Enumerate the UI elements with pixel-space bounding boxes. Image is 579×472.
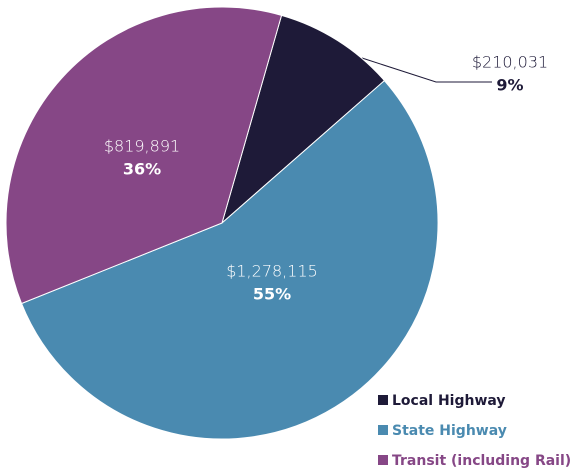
pie-slice — [20, 79, 439, 440]
percent-label: 55% — [253, 285, 291, 304]
pie-slice — [221, 14, 386, 225]
value-label: $210,031 — [472, 53, 548, 72]
legend-swatch — [378, 395, 388, 405]
legend-swatch — [378, 455, 388, 465]
percent-label: 9% — [496, 76, 523, 95]
pie-slice — [5, 6, 283, 305]
percent-label: 36% — [123, 160, 161, 179]
value-label: $1,278,115 — [226, 262, 318, 281]
value-label: $819,891 — [104, 137, 180, 156]
legend-label: Local Highway — [392, 393, 506, 409]
legend-label: Transit (including Rail) — [392, 453, 571, 469]
legend-swatch — [378, 425, 388, 435]
leader-line — [361, 57, 492, 83]
legend-label: State Highway — [392, 423, 507, 439]
